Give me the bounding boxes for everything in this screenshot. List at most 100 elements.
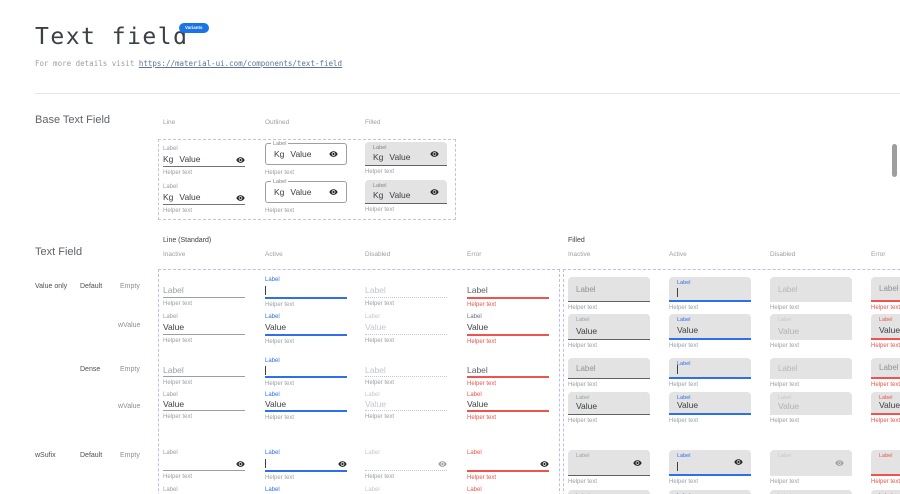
helper-text: Helper text [163, 380, 193, 386]
floating-label: Label [576, 395, 590, 401]
visibility-icon[interactable] [430, 187, 439, 196]
filled-field-dense-wvalue-inactive[interactable]: Label Value Helper text [568, 392, 650, 425]
line-field-default-empty-disabled[interactable]: Label Helper text [365, 276, 447, 308]
row-variant-empty-dense: Empty [120, 366, 140, 373]
line-field-default-empty-inactive[interactable]: Label Helper text [163, 276, 245, 308]
filled-field-default-empty-active[interactable]: Label Helper text [669, 277, 751, 312]
floating-label: Label [677, 280, 691, 286]
filled-field-default-wvalue-error[interactable]: Label Value Helper text [871, 314, 900, 350]
base-filled-field[interactable]: Label Kg Value Helper text [365, 180, 447, 214]
base-line-field[interactable]: Label Kg Value Helper text [163, 145, 245, 177]
line-field-sufix-empty-active[interactable]: Label Helper text [265, 449, 347, 482]
input-value [677, 461, 678, 471]
filled-field-dense-empty-disabled[interactable]: Label Helper text [770, 358, 852, 389]
base-outlined-field[interactable]: Label Kg Value Helper text [265, 141, 347, 177]
visibility-icon[interactable] [734, 458, 743, 467]
visibility-icon[interactable] [438, 459, 447, 468]
helper-text: Helper text [568, 479, 598, 485]
material-ui-link[interactable]: https://material-ui.com/components/text-… [138, 59, 343, 68]
helper-text: Helper text [365, 414, 395, 420]
variants-badge[interactable]: Variants [179, 23, 209, 33]
filled-input-box: Label [568, 450, 650, 476]
line-field-dense-wvalue-disabled[interactable]: Label Value Helper text [365, 391, 447, 421]
floating-label: Label [467, 314, 482, 320]
visibility-icon[interactable] [633, 458, 642, 467]
line-field-sufix-empty-error[interactable]: Label Helper text [467, 449, 549, 482]
placeholder-label: Label [467, 285, 488, 295]
helper-text: Helper text [265, 415, 295, 421]
line-field-dense-empty-active[interactable]: Label Helper text [265, 357, 347, 388]
filled-field-dense-wvalue-active[interactable]: Label Value Helper text [669, 392, 751, 425]
filled-input-box: Label [770, 450, 852, 476]
line-field-dense-wvalue-active[interactable]: Label Value Helper text [265, 391, 347, 422]
line-field-default-wvalue-active[interactable]: Label Value Helper text [265, 313, 347, 346]
line-field-default-wvalue-disabled[interactable]: Label Value Helper text [365, 313, 447, 345]
filled-field-dense-wvalue-disabled[interactable]: Label Value Helper text [770, 392, 852, 425]
filled-field-default-wvalue-inactive[interactable]: Label Value Helper text [568, 314, 650, 350]
filled-field-sufix-empty-error[interactable]: Label Helper text [871, 450, 900, 486]
filled-field-default-wvalue-active[interactable]: Label Value Helper text [669, 314, 751, 350]
line-field-default-wvalue-error[interactable]: Label Value Helper text [467, 313, 549, 346]
line-field-default-wvalue-inactive[interactable]: Label Value Helper text [163, 313, 245, 345]
base-filled-field[interactable]: Label Kg Value Helper text [365, 142, 447, 176]
line-field-sufix-empty-disabled[interactable]: Label Helper text [365, 449, 447, 481]
row-variant-empty: Empty [120, 283, 140, 290]
visibility-icon[interactable] [236, 155, 245, 164]
visibility-icon[interactable] [540, 459, 549, 468]
helper-text: Helper text [365, 169, 395, 175]
base-line-field[interactable]: Label Kg Value Helper text [163, 183, 245, 215]
helper-text: Helper text [669, 418, 699, 424]
line-field-default-empty-error[interactable]: Label Helper text [467, 276, 549, 309]
filled-field-default-empty-error[interactable]: Label Helper text [871, 277, 900, 312]
base-outlined-field[interactable]: Label Kg Value Helper text [265, 179, 347, 215]
filled-field-default-wvalue-disabled[interactable]: Label Value Helper text [770, 314, 852, 350]
visibility-icon[interactable] [338, 459, 347, 468]
helper-text: Helper text [163, 301, 193, 307]
filled-field-dense-empty-active[interactable]: Label Helper text [669, 358, 751, 389]
helper-text: Helper text [770, 305, 800, 311]
helper-text: Helper text [163, 414, 193, 420]
floating-label: Label [467, 450, 482, 456]
filled-field-sufix-empty-inactive[interactable]: Label Helper text [568, 450, 650, 486]
helper-text: Helper text [770, 479, 800, 485]
group-line-standard: Line (Standard) [163, 237, 212, 244]
filled-field-dense-empty-inactive[interactable]: Label Helper text [568, 358, 650, 389]
line-field-default-empty-active[interactable]: Label Helper text [265, 276, 347, 309]
filled-field-dense-empty-error[interactable]: Label Helper text [871, 358, 900, 389]
state-header-active-filled: Active [669, 251, 687, 258]
filled-field-sufix-empty-active[interactable]: Label Helper text [669, 450, 751, 486]
visibility-icon[interactable] [329, 150, 338, 159]
scrollbar-thumb[interactable] [892, 144, 897, 177]
state-header-inactive: Inactive [163, 251, 186, 258]
line-field-dense-empty-disabled[interactable]: Label Helper text [365, 357, 447, 387]
line-field-dense-wvalue-inactive[interactable]: Label Value Helper text [163, 391, 245, 421]
row-category-wsufix: wSufix [35, 452, 56, 459]
filled-field-dense-wvalue-error[interactable]: Label Value Helper text [871, 392, 900, 425]
line-field-dense-empty-error[interactable]: Label Helper text [467, 357, 549, 388]
filled-field-default-empty-disabled[interactable]: Label Helper text [770, 277, 852, 312]
input-line: Value [365, 399, 447, 411]
helper-text: Helper text [265, 302, 295, 308]
filled-field-default-empty-inactive[interactable]: Label Helper text [568, 277, 650, 312]
visibility-icon[interactable] [329, 188, 338, 197]
visibility-icon[interactable] [835, 458, 844, 467]
visibility-icon[interactable] [236, 459, 245, 468]
visibility-icon[interactable] [236, 193, 245, 202]
visibility-icon[interactable] [430, 149, 439, 158]
filled-field-sufix-empty-disabled[interactable]: Label Helper text [770, 450, 852, 486]
floating-label [365, 276, 447, 284]
line-field-dense-wvalue-error[interactable]: Label Value Helper text [467, 391, 549, 422]
helper-text: Helper text [871, 418, 900, 424]
line-field-sufix-empty-inactive[interactable]: Label Helper text [163, 449, 245, 481]
line-field-dense-empty-inactive[interactable]: Label Helper text [163, 357, 245, 387]
